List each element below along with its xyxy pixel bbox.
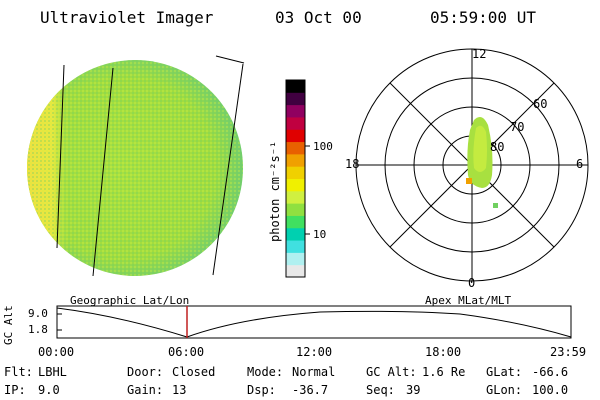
mlt-label-0: 0 [468, 276, 476, 290]
colorbar-band [286, 252, 305, 266]
gcalt-value: 1.6 Re [422, 365, 466, 379]
door-value: Closed [172, 365, 216, 379]
glat-label: GLat: [486, 365, 523, 379]
mlt-label-6: 6 [576, 157, 584, 171]
gain-value: 13 [172, 383, 187, 397]
apex-mlat-title: Apex MLat/MLT [425, 294, 512, 307]
earth-disk [27, 55, 245, 277]
colorbar-band [286, 215, 305, 229]
dsp-label: Dsp: [247, 383, 276, 397]
lat-label-70: 70 [510, 120, 525, 134]
xtick-2359: 23:59 [550, 345, 587, 359]
dsp-value: -36.7 [292, 383, 329, 397]
instrument-title: Ultraviolet Imager [40, 8, 214, 27]
colorbar-band [286, 116, 305, 130]
colorbar-band [286, 141, 305, 155]
door-label: Door: [127, 365, 164, 379]
flt-value: LBHL [38, 365, 67, 379]
mlt-label-12: 12 [472, 47, 487, 61]
xtick-0600: 06:00 [168, 345, 205, 359]
colorbar-band [286, 166, 305, 179]
image-time: 05:59:00 UT [430, 8, 536, 27]
colorbar-band [286, 104, 305, 118]
seq-label: Seq: [366, 383, 395, 397]
glon-label: GLon: [486, 383, 523, 397]
seq-value: 39 [406, 383, 421, 397]
colorbar-band [286, 80, 305, 93]
colorbar-band [286, 203, 305, 216]
xtick-1200: 12:00 [296, 345, 333, 359]
glon-value: 100.0 [532, 383, 569, 397]
mlt-label-18: 18 [345, 157, 360, 171]
lat-label-60: 60 [533, 97, 548, 111]
flt-label: Flt: [4, 365, 33, 379]
colorbar-band [286, 92, 305, 106]
colorbar-tick-10: 10 [313, 228, 327, 241]
geo-latlon-title: Geographic Lat/Lon [70, 294, 190, 307]
colorbar-band [286, 240, 305, 253]
ip-value: 9.0 [38, 383, 60, 397]
colorbar-band [286, 227, 305, 241]
mode-value: Normal [292, 365, 336, 379]
ytick-9: 9.0 [28, 307, 48, 320]
colorbar-band [286, 264, 305, 278]
colorbar-tick-100: 100 [313, 140, 333, 153]
colorbar-band [286, 153, 305, 167]
colorbar-band [286, 190, 305, 204]
colorbar-band [286, 129, 305, 143]
mode-label: Mode: [247, 365, 284, 379]
colorbar-band [286, 178, 305, 192]
ip-label: IP: [4, 383, 26, 397]
gcalt-label: GC Alt: [366, 365, 417, 379]
xtick-0000: 00:00 [38, 345, 75, 359]
auroral-oval [466, 116, 498, 208]
xtick-1800: 18:00 [425, 345, 462, 359]
gain-label: Gain: [127, 383, 164, 397]
glat-value: -66.6 [532, 365, 569, 379]
image-date: 03 Oct 00 [275, 8, 362, 27]
ytick-1-8: 1.8 [28, 323, 48, 336]
lat-label-80: 80 [490, 140, 505, 154]
